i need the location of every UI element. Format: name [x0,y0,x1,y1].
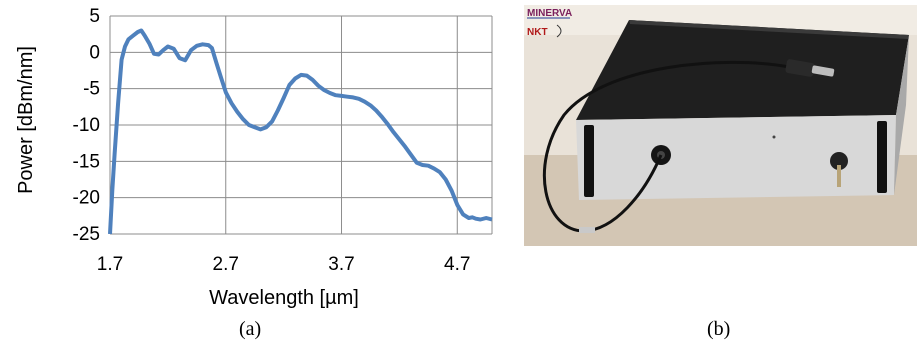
y-tick-label: 5 [89,6,100,27]
device-photo: MINERVA NKT [524,5,917,246]
right-handle [877,121,887,193]
y-tick-label: -10 [73,115,100,136]
svg-text:MINERVA: MINERVA [527,8,572,19]
series-line [110,31,492,235]
fiber-tip [579,227,595,233]
y-axis-label: Power [dBm/nm] [15,46,37,194]
chart-plot-area [110,31,492,235]
x-tick-label: 4.7 [444,254,470,275]
x-tick-label: 3.7 [328,254,354,275]
svg-text:NKT: NKT [527,27,548,38]
y-tick-label: -5 [83,79,100,100]
caption-a: (a) [239,318,261,341]
chart-tick-labels: 5 0 -5 -10 -15 -20 -25 1.7 2.7 3.7 4.7 [73,6,471,275]
y-tick-label: -25 [73,224,100,245]
y-tick-label: 0 [89,42,100,63]
caption-b: (b) [707,318,730,341]
y-tick-label: -20 [73,188,100,209]
x-tick-label: 1.7 [97,254,123,275]
minerva-logo: MINERVA [527,8,572,19]
left-handle [584,125,594,197]
x-tick-label: 2.7 [213,254,239,275]
y-tick-label: -15 [73,151,100,172]
x-axis-label: Wavelength [µm] [209,287,359,309]
